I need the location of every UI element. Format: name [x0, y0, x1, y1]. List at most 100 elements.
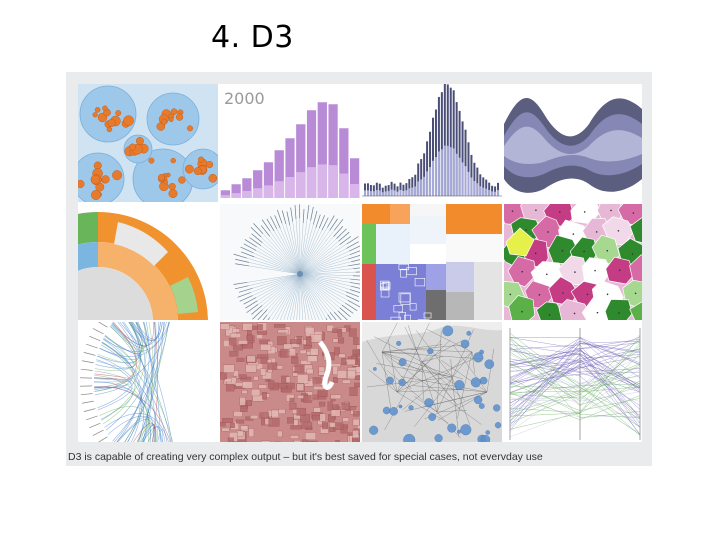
county [356, 344, 360, 350]
voronoi-point [606, 249, 609, 252]
flight-route [381, 351, 464, 380]
airport [389, 407, 398, 416]
flight-route [396, 389, 464, 393]
airport [369, 425, 379, 435]
county [292, 372, 298, 377]
stacked-bar-light [491, 191, 494, 196]
treemap-cell [446, 204, 502, 234]
edge-bundle [104, 334, 174, 442]
voronoi-cell [604, 299, 633, 320]
edge-bundle [112, 322, 172, 442]
parallel-line [509, 352, 641, 393]
stacked-bar-dark [420, 159, 423, 196]
stream-layer [504, 126, 642, 164]
edge-bundle [133, 422, 156, 442]
tree-label [321, 217, 329, 231]
stacked-bar-dark [414, 174, 417, 196]
flight-route [486, 348, 495, 393]
stacked-bar-light [387, 191, 390, 196]
stacked-bar-light [390, 189, 393, 196]
airport [466, 330, 472, 336]
stacked-bar-dark [411, 177, 414, 196]
tree-branch [299, 273, 327, 319]
treemap-subcell [380, 286, 390, 298]
tree-branch [286, 273, 301, 320]
tree-label [347, 300, 360, 308]
histogram-year-label: 2000 [224, 89, 265, 108]
airport [460, 339, 470, 349]
tree-label [326, 215, 335, 228]
tree-branch [299, 273, 351, 280]
stacked-bar-light [479, 186, 482, 196]
tree-label [243, 297, 257, 305]
tree-label [339, 236, 352, 245]
county [246, 400, 252, 407]
tree-label [350, 278, 360, 281]
county [329, 422, 336, 428]
voronoi-point [509, 293, 512, 296]
flight-route [423, 391, 488, 408]
stacked-bar-dark [437, 96, 440, 196]
stacked-bar-light [408, 188, 411, 196]
county [352, 430, 359, 439]
flight-route [421, 361, 466, 401]
county [260, 344, 272, 351]
flight-route [381, 344, 443, 353]
airport [373, 367, 377, 371]
county [301, 422, 312, 429]
county [305, 336, 312, 346]
county [262, 392, 267, 400]
stacked-bar-light [443, 145, 446, 196]
airport [480, 434, 491, 442]
county [338, 337, 345, 344]
stacked-bar-dark [452, 90, 455, 196]
county [296, 383, 304, 391]
county [277, 329, 289, 334]
county [341, 402, 351, 411]
d3-gallery: 2000 [78, 84, 642, 442]
tree-label [350, 289, 360, 294]
streamgraph-chart [504, 84, 642, 202]
tree-branch [262, 242, 301, 275]
bubble [168, 183, 176, 191]
tree-branch [299, 218, 308, 275]
county [228, 338, 237, 346]
stacked-bar-dark [390, 181, 393, 196]
stacked-bar-light [429, 167, 432, 196]
tree-branch [256, 250, 301, 275]
county [220, 323, 230, 330]
stacked-bar-dark [464, 129, 467, 196]
stacked-bar-dark [479, 174, 482, 196]
tree-label [353, 267, 360, 269]
county [233, 345, 244, 351]
treemap-subcell [383, 282, 391, 290]
flight-route [410, 349, 473, 353]
treemap-subcell [414, 278, 426, 287]
flight-route [402, 351, 473, 411]
node-label [80, 368, 93, 371]
tree-label [345, 291, 359, 298]
voronoi-cell [629, 301, 642, 320]
sunburst-ring [78, 212, 98, 245]
stacked-bar-dark [434, 109, 437, 196]
county [233, 370, 239, 377]
edge-bundle [97, 355, 162, 442]
stacked-bar-light [417, 181, 420, 196]
stacked-bar-light [420, 179, 423, 196]
voronoi-point [534, 252, 537, 255]
county [236, 357, 245, 362]
county [241, 390, 248, 394]
tree-label [346, 241, 359, 249]
flight-route [381, 351, 412, 389]
county [245, 364, 257, 373]
stacked-bar-dark [408, 179, 411, 196]
stacked-bar-light [485, 188, 488, 196]
edge-bundle [94, 322, 137, 389]
treemap-subcell [390, 316, 401, 320]
airport [473, 395, 483, 405]
edge-bundling-thumbnail [78, 322, 218, 442]
bubble [175, 113, 184, 121]
flight-route [381, 344, 463, 353]
stacked-bar-light [364, 190, 366, 196]
tree-branch [299, 273, 346, 292]
